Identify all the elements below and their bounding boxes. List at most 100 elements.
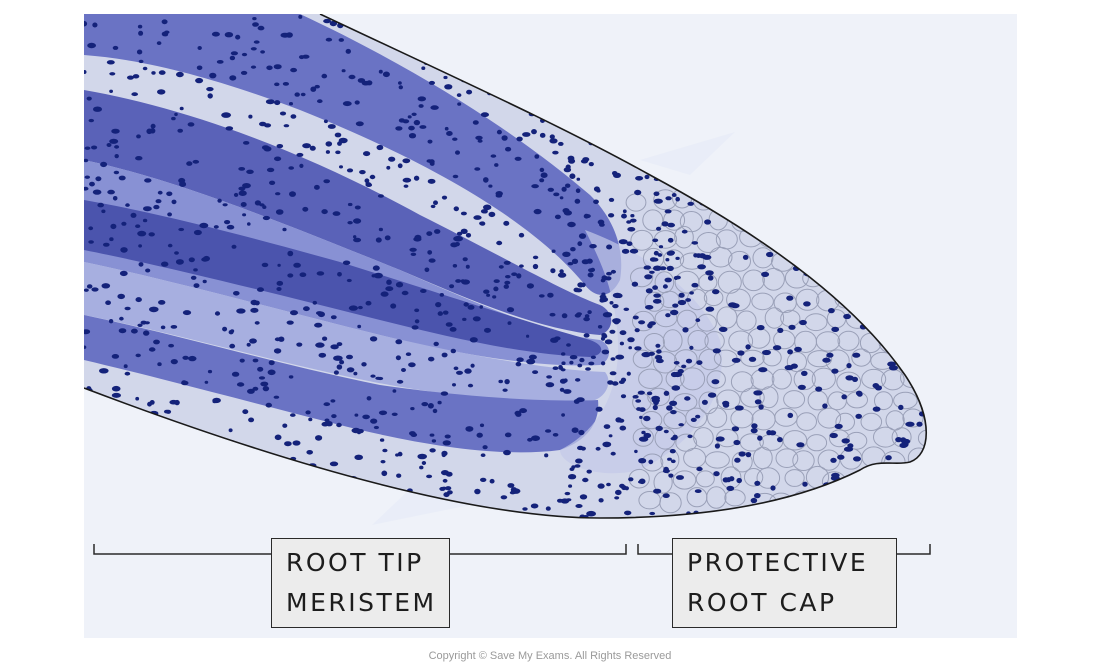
nucleus [441,452,446,458]
nucleus [84,186,89,191]
nucleus [289,191,296,197]
nucleus [465,426,474,432]
nucleus [472,316,481,322]
nucleus [663,390,670,396]
nucleus [238,190,247,196]
nucleus [516,136,523,142]
cap-cell [706,370,726,389]
nucleus [539,167,545,173]
nucleus [353,218,362,224]
nucleus [567,221,576,228]
nucleus [250,299,258,306]
nucleus [222,326,228,332]
nucleus [427,403,434,409]
nucleus [240,70,248,75]
nucleus [636,407,642,411]
nucleus [248,417,255,423]
nucleus [108,319,114,324]
nucleus [676,475,684,480]
nucleus [193,229,202,236]
nucleus [571,465,576,469]
nucleus [419,465,424,470]
nucleus [580,159,589,164]
nucleus [480,477,487,482]
nucleus [498,379,504,384]
nucleus [758,404,764,410]
nucleus [516,273,522,279]
nucleus [348,305,358,311]
cap-cell [796,412,817,431]
nucleus [549,312,556,317]
nucleus [754,493,761,499]
nucleus [687,434,693,439]
nucleus [296,342,303,347]
nucleus [282,82,289,86]
cap-cell [724,489,746,507]
nucleus [439,486,446,491]
nucleus [563,389,572,394]
nucleus [652,257,659,262]
nucleus [337,141,342,146]
nucleus [569,355,578,360]
cap-cell [762,349,782,367]
nucleus [267,369,276,376]
nucleus [177,128,183,133]
cap-cell [860,412,883,431]
nucleus [667,222,675,228]
nucleus [348,74,356,80]
nucleus [101,209,106,214]
nucleus [444,434,451,439]
nucleus [382,71,390,78]
nucleus [837,454,845,460]
nucleus [672,434,678,440]
cap-cell [728,250,751,272]
nucleus [577,445,584,451]
nucleus [598,498,604,503]
nucleus [202,279,207,284]
nucleus [796,442,805,448]
nucleus [174,251,179,255]
nucleus [498,265,504,269]
nucleus [170,359,178,365]
nucleus [885,455,892,461]
nucleus [480,112,489,118]
nucleus [753,390,763,396]
nucleus [212,399,217,404]
nucleus [666,405,673,411]
nucleus [84,329,91,335]
nucleus [238,167,246,171]
nucleus [505,275,511,279]
nucleus [714,443,721,449]
nucleus [612,292,623,299]
nucleus [178,227,185,232]
cap-cell [638,368,663,389]
nucleus [736,477,742,484]
nucleus [483,289,490,294]
nucleus [156,41,162,45]
nucleus [622,209,627,214]
nucleus [608,213,615,218]
nucleus [588,268,595,273]
nucleus [414,308,420,313]
nucleus [84,345,87,349]
nucleus [333,355,343,361]
nucleus [579,494,588,500]
nucleus [624,510,632,516]
nucleus [593,199,599,205]
nucleus [464,368,472,374]
nucleus [317,99,323,104]
nucleus [204,380,209,384]
cap-cell [653,471,673,494]
nucleus [584,214,591,219]
nucleus [522,507,528,511]
nucleus [671,193,677,197]
nucleus [298,14,303,19]
nucleus [470,363,475,368]
nucleus [644,274,653,280]
nucleus [511,272,518,277]
nucleus [308,417,313,422]
nucleus [786,295,794,301]
nucleus [602,312,613,318]
nucleus [440,391,449,396]
nucleus [486,293,491,297]
